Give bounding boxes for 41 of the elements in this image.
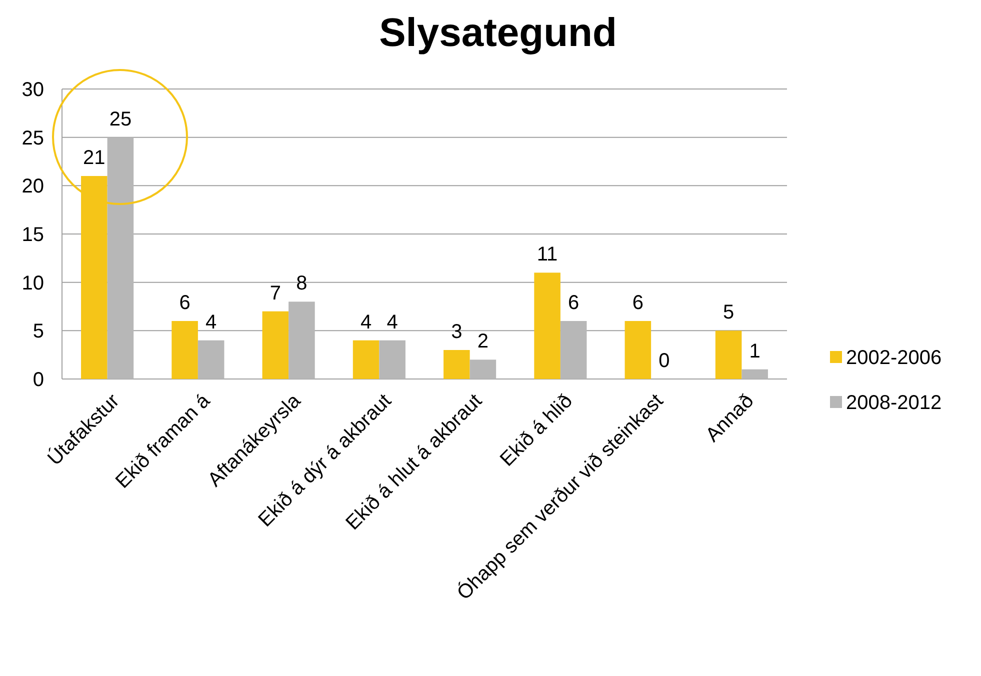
bar <box>444 350 470 379</box>
bar <box>198 340 224 379</box>
data-label: 11 <box>536 244 558 266</box>
data-label: 6 <box>179 292 190 314</box>
bar <box>379 340 406 379</box>
y-tick-label: 0 <box>32 369 44 391</box>
data-label: 4 <box>206 311 217 334</box>
data-label: 6 <box>632 292 644 314</box>
data-label: 25 <box>109 108 132 130</box>
data-label: 1 <box>749 340 760 362</box>
bar <box>534 272 560 379</box>
data-label: 6 <box>568 292 580 314</box>
bar <box>81 176 108 379</box>
data-label: 8 <box>296 272 308 295</box>
bar <box>262 311 289 379</box>
bar <box>288 302 315 379</box>
legend-label: 2008-2012 <box>846 392 942 414</box>
y-tick-label: 20 <box>22 176 44 198</box>
bar <box>560 321 587 379</box>
data-label: 2 <box>477 330 489 353</box>
bar <box>742 369 768 379</box>
data-label: 3 <box>451 321 462 343</box>
bar <box>107 137 134 379</box>
legend-label: 2002-2006 <box>846 347 942 369</box>
bar <box>715 330 742 379</box>
data-label: 7 <box>270 282 281 304</box>
y-tick-label: 30 <box>22 79 44 101</box>
bar <box>624 321 652 379</box>
data-label: 4 <box>360 311 372 334</box>
data-label: 5 <box>722 302 734 324</box>
data-label: 4 <box>386 311 398 334</box>
bar <box>172 321 198 379</box>
bar <box>470 360 496 379</box>
y-tick-label: 10 <box>22 272 44 294</box>
y-tick-label: 15 <box>22 224 44 246</box>
data-label: 21 <box>83 147 106 169</box>
bar <box>352 340 380 379</box>
y-tick-label: 25 <box>22 127 44 150</box>
y-tick-label: 5 <box>32 320 44 343</box>
data-label: 0 <box>658 350 670 372</box>
chart-title: Slysategund <box>379 11 617 55</box>
